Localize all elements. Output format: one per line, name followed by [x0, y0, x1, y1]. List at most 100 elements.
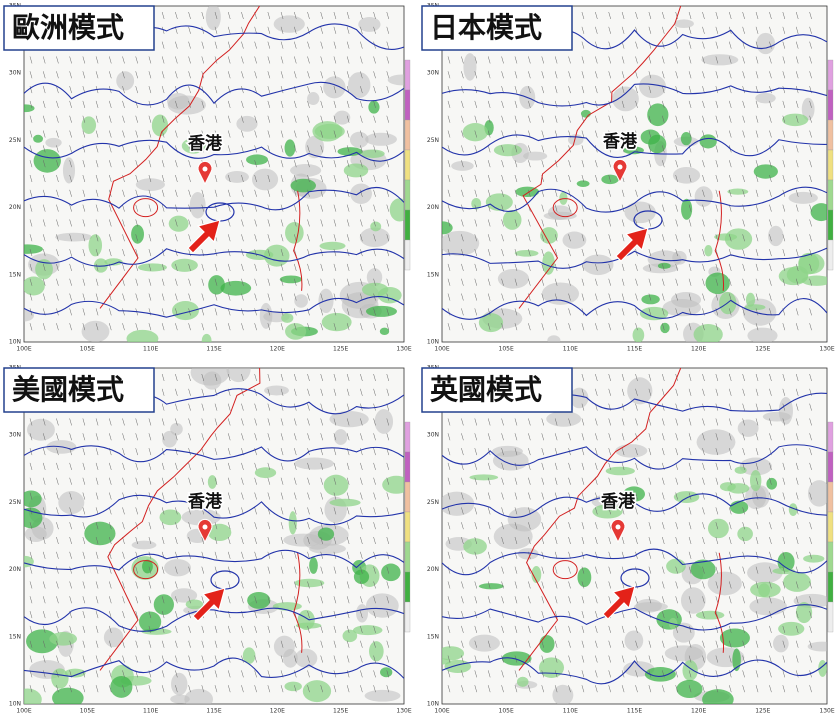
wind-barb [769, 492, 772, 500]
wind-barb [715, 418, 719, 426]
wind-barb [227, 174, 231, 183]
wind-barb [662, 145, 665, 153]
wind-barb [541, 145, 544, 153]
wind-barb [333, 115, 337, 123]
lat-tick-label: 15N [427, 271, 439, 278]
wind-barb [214, 418, 218, 426]
wind-barb [528, 293, 531, 301]
wind-barb [487, 492, 491, 500]
wind-barb [702, 462, 705, 470]
wind-barb [514, 685, 518, 693]
cloud [333, 429, 348, 446]
panel-title: 歐洲模式 [12, 11, 124, 44]
wind-barb [95, 685, 99, 693]
coastline [99, 6, 261, 309]
wind-barb [42, 433, 46, 441]
wind-barb [254, 323, 257, 331]
wind-barb [29, 611, 33, 619]
wind-barb [307, 115, 310, 123]
wind-barb [675, 477, 678, 485]
wind-barb [386, 507, 390, 515]
wind-barb [82, 160, 86, 168]
wind-barb [280, 596, 284, 604]
wind-barb [487, 263, 491, 271]
wind-barb [95, 160, 99, 168]
wind-barb [267, 323, 271, 331]
wind-barb [56, 234, 59, 242]
wind-barb [29, 249, 33, 257]
wind-barb [742, 189, 745, 197]
wind-barb [595, 56, 598, 64]
wind-barb [795, 655, 799, 663]
rain-area [801, 275, 827, 286]
wind-barb [715, 388, 719, 396]
wind-barb [109, 278, 112, 286]
wind-barb [528, 685, 531, 693]
wind-barb [29, 536, 33, 545]
wind-barb [782, 522, 786, 530]
wind-barb [769, 308, 772, 316]
wind-barb [487, 293, 491, 301]
wind-barb [809, 115, 812, 123]
wind-barb [175, 492, 178, 500]
wind-barb [755, 403, 759, 411]
wind-barb [109, 611, 112, 619]
wind-barb [42, 551, 46, 559]
wind-barb [528, 174, 531, 183]
wind-barb [122, 308, 125, 316]
wind-barb [795, 130, 799, 138]
wind-barb [742, 11, 745, 20]
wind-barb [621, 640, 625, 648]
wind-barb [227, 536, 231, 545]
wind-barb [809, 145, 812, 153]
wind-barb [795, 26, 799, 34]
wind-barb [487, 56, 491, 64]
wind-barb [386, 204, 390, 212]
wind-barb [254, 611, 257, 619]
wind-barb [82, 551, 86, 559]
wind-barb [267, 308, 271, 316]
wind-barb [501, 536, 504, 545]
wind-barb [648, 685, 652, 693]
rain-area [321, 312, 352, 332]
lat-tick-label: 25N [9, 137, 21, 144]
wind-barb [333, 130, 337, 138]
wind-barb [201, 596, 205, 604]
wind-barb [487, 86, 491, 94]
wind-barb [755, 388, 759, 396]
title-box [421, 367, 573, 413]
wind-barb [755, 189, 759, 197]
wind-barb [595, 249, 598, 257]
wind-barb [82, 685, 86, 693]
wind-barb [461, 685, 464, 693]
wind-barb [175, 234, 178, 242]
wind-barb [373, 26, 376, 34]
wind-barb [688, 100, 692, 108]
wind-barb [635, 86, 638, 94]
wind-barb [795, 640, 799, 648]
rain-area [719, 628, 750, 648]
wind-barb [360, 234, 363, 242]
wind-barb [514, 477, 518, 485]
wind-barb [307, 492, 310, 500]
wind-barb [595, 640, 598, 648]
wind-barb [346, 596, 350, 604]
wind-barb [280, 145, 284, 153]
lat-tick-label: 20N [9, 566, 21, 573]
wind-barb [254, 234, 257, 242]
wind-barb [742, 323, 745, 331]
wind-barb [294, 640, 297, 648]
wind-barb [514, 581, 518, 589]
wind-barb [581, 685, 585, 693]
wind-barb [188, 403, 191, 411]
wind-barb [688, 685, 692, 693]
wind-barb [809, 685, 812, 693]
wind-barb [729, 536, 732, 545]
cloud [662, 299, 702, 317]
wind-barb [755, 263, 759, 271]
wind-barb [109, 492, 112, 500]
cloud [365, 132, 397, 146]
wind-barb [346, 234, 350, 242]
wind-barb [227, 56, 231, 64]
wind-barb [333, 596, 337, 604]
